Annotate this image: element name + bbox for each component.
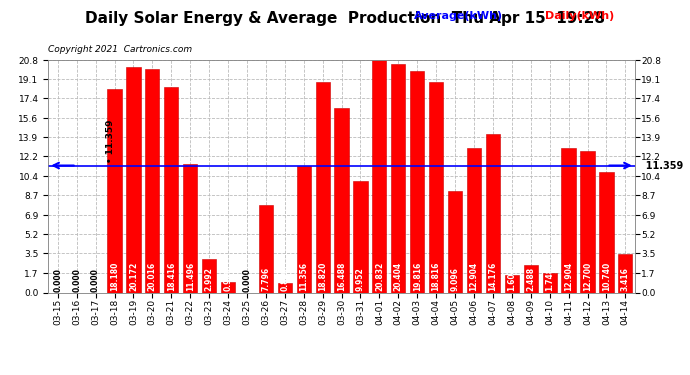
Text: 0.980: 0.980 <box>224 267 233 291</box>
Text: • 11.359: • 11.359 <box>106 120 115 163</box>
Text: 1.748: 1.748 <box>545 267 554 291</box>
Text: 12.904: 12.904 <box>564 262 573 291</box>
Text: Daily Solar Energy & Average  Production  Thu Apr 15  19:28: Daily Solar Energy & Average Production … <box>85 11 605 26</box>
Bar <box>542 273 557 292</box>
Text: 0.840: 0.840 <box>280 267 289 291</box>
Bar <box>353 181 368 292</box>
Bar <box>391 64 406 292</box>
Text: 2.992: 2.992 <box>205 267 214 291</box>
Bar <box>259 206 273 292</box>
Text: 18.416: 18.416 <box>167 262 176 291</box>
Bar <box>126 67 141 292</box>
Bar <box>221 282 235 292</box>
Text: Average(kWh): Average(kWh) <box>414 11 503 21</box>
Bar <box>448 191 462 292</box>
Bar <box>202 259 216 292</box>
Bar <box>146 69 159 292</box>
Bar <box>580 150 595 292</box>
Text: 1.604: 1.604 <box>507 267 516 291</box>
Text: 20.016: 20.016 <box>148 262 157 291</box>
Text: 12.700: 12.700 <box>583 262 592 291</box>
Text: 18.820: 18.820 <box>318 262 327 291</box>
Text: 2.488: 2.488 <box>526 267 535 291</box>
Text: 9.952: 9.952 <box>356 268 365 291</box>
Bar <box>600 172 613 292</box>
Bar <box>297 166 310 292</box>
Text: 14.176: 14.176 <box>489 262 497 291</box>
Text: 12.904: 12.904 <box>469 262 478 291</box>
Text: Daily(kWh): Daily(kWh) <box>545 11 614 21</box>
Bar <box>164 87 179 292</box>
Text: 11.359: 11.359 <box>638 160 683 171</box>
Bar <box>467 148 481 292</box>
Text: 20.404: 20.404 <box>394 262 403 291</box>
Text: Copyright 2021  Cartronics.com: Copyright 2021 Cartronics.com <box>48 45 193 54</box>
Text: 0.000: 0.000 <box>242 268 251 292</box>
Bar <box>108 89 121 292</box>
Bar <box>373 60 386 292</box>
Text: 7.796: 7.796 <box>262 267 270 291</box>
Bar <box>410 71 424 292</box>
Bar <box>618 254 633 292</box>
Text: 20.832: 20.832 <box>375 262 384 291</box>
Bar <box>562 148 575 292</box>
Text: 20.172: 20.172 <box>129 262 138 291</box>
Text: 9.096: 9.096 <box>451 267 460 291</box>
Text: 0.000: 0.000 <box>53 268 62 292</box>
Text: 0.000: 0.000 <box>91 268 100 292</box>
Text: 16.488: 16.488 <box>337 262 346 291</box>
Bar <box>429 82 443 292</box>
Bar <box>524 265 538 292</box>
Text: 19.816: 19.816 <box>413 262 422 291</box>
Bar <box>315 82 330 292</box>
Bar <box>335 108 348 292</box>
Text: 0.000: 0.000 <box>72 268 81 292</box>
Text: 11.356: 11.356 <box>299 262 308 291</box>
Text: 18.816: 18.816 <box>432 262 441 291</box>
Text: 3.416: 3.416 <box>621 267 630 291</box>
Bar <box>504 274 519 292</box>
Bar <box>183 164 197 292</box>
Bar <box>486 134 500 292</box>
Text: 11.496: 11.496 <box>186 262 195 291</box>
Text: 10.740: 10.740 <box>602 262 611 291</box>
Bar <box>277 283 292 292</box>
Text: 18.180: 18.180 <box>110 262 119 291</box>
